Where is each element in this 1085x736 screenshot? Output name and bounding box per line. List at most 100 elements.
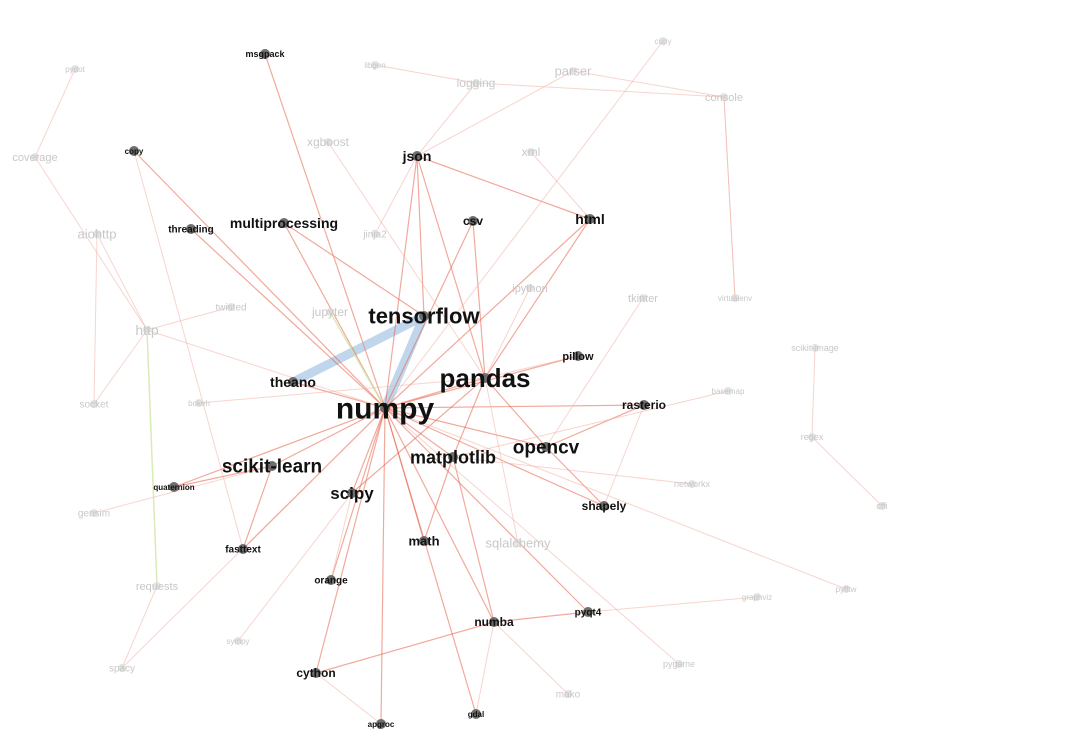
- node-label-copy: copy: [125, 147, 144, 156]
- node-gensim[interactable]: [90, 509, 98, 517]
- node-apgroc[interactable]: [376, 719, 386, 729]
- node-basemap[interactable]: [724, 387, 732, 395]
- node-scikit-image[interactable]: [811, 344, 819, 352]
- node-label-scikit-image: scikit-image: [791, 343, 839, 353]
- node-msgpack[interactable]: [260, 49, 270, 59]
- node-csv[interactable]: [468, 216, 478, 226]
- edge-numpy-apgroc: [380, 407, 386, 725]
- node-libgen[interactable]: [371, 61, 379, 69]
- node-requests[interactable]: [153, 582, 161, 590]
- node-opencv[interactable]: [541, 442, 551, 452]
- edge-xgboost-pandas: [327, 141, 486, 379]
- edge-http-requests: [146, 329, 158, 587]
- node-pyqt4[interactable]: [583, 607, 593, 617]
- node-networkx[interactable]: [688, 480, 696, 488]
- edge-numpy-numba: [384, 407, 495, 623]
- node-shapely[interactable]: [599, 501, 609, 511]
- node-label-opencv: opencv: [513, 438, 580, 459]
- edge-matplotlib-numba: [452, 456, 495, 623]
- edge-pygame-numpy: [384, 407, 680, 665]
- node-matplotlib[interactable]: [448, 452, 458, 462]
- edge-apgroc-cython: [315, 672, 382, 725]
- node-regex[interactable]: [808, 433, 816, 441]
- node-parser[interactable]: [569, 67, 577, 75]
- edge-html-json: [416, 155, 591, 220]
- node-virtualenv[interactable]: [731, 294, 739, 302]
- edge-gdal-numba: [475, 621, 495, 715]
- node-console[interactable]: [720, 93, 728, 101]
- node-jupyter[interactable]: [326, 308, 334, 316]
- node-label-threading: threading: [168, 225, 214, 236]
- graph-edges: [34, 40, 883, 725]
- node-label-math: math: [408, 534, 439, 549]
- node-fasttext[interactable]: [238, 544, 248, 554]
- node-math[interactable]: [419, 536, 429, 546]
- node-tkinter[interactable]: [639, 294, 647, 302]
- node-multiprocessing[interactable]: [279, 218, 289, 228]
- node-label-twisted: twisted: [215, 303, 246, 314]
- node-scipy[interactable]: [347, 488, 357, 498]
- node-pandas[interactable]: [480, 373, 490, 383]
- edge-pydot-coverage: [34, 68, 76, 158]
- edge-mako-numba: [493, 621, 569, 695]
- node-orange[interactable]: [326, 575, 336, 585]
- node-pydot[interactable]: [71, 65, 79, 73]
- edge-tensorflow-json: [416, 155, 425, 317]
- node-rasterio[interactable]: [639, 400, 649, 410]
- node-tensorflow[interactable]: [419, 311, 429, 321]
- node-coverage[interactable]: [31, 153, 39, 161]
- edge-rasterio-shapely: [603, 404, 645, 507]
- node-pygame[interactable]: [675, 660, 683, 668]
- node-twisted[interactable]: [227, 303, 235, 311]
- node-cython[interactable]: [311, 668, 321, 678]
- node-socket[interactable]: [90, 400, 98, 408]
- edge-pandas-matplotlib: [452, 377, 486, 458]
- node-quaternion[interactable]: [169, 482, 179, 492]
- edge-tensorflow-multiprocessing: [283, 222, 425, 317]
- node-scikit-learn[interactable]: [267, 461, 277, 471]
- edge-numpy-threading: [190, 228, 386, 409]
- node-label-fasttext: fasttext: [225, 545, 261, 556]
- edge-gensim-scikit-learn: [93, 465, 273, 514]
- edge-parser-console: [572, 70, 725, 98]
- node-threading[interactable]: [186, 224, 196, 234]
- node-bokeh[interactable]: [195, 399, 203, 407]
- node-jinja2[interactable]: [371, 230, 379, 238]
- edge-bokeh-pandas: [198, 377, 486, 404]
- node-gdal[interactable]: [471, 709, 481, 719]
- node-label-pyqt4: pyqt4: [575, 608, 602, 619]
- node-xml[interactable]: [527, 148, 535, 156]
- edge-pillow-pandas: [484, 355, 579, 379]
- node-ipython[interactable]: [526, 284, 534, 292]
- node-sqlalchemy[interactable]: [514, 539, 522, 547]
- edge-numpy-theano: [292, 381, 386, 409]
- node-label-rasterio: rasterio: [622, 398, 666, 412]
- node-spacy[interactable]: [118, 664, 126, 672]
- node-pillow[interactable]: [573, 351, 583, 361]
- node-label-http: http: [135, 322, 159, 338]
- node-copy[interactable]: [129, 146, 139, 156]
- edge-http-socket: [93, 329, 148, 405]
- node-label-cython: cython: [296, 666, 335, 680]
- node-json[interactable]: [412, 151, 422, 161]
- node-logging[interactable]: [472, 79, 480, 87]
- node-numpy[interactable]: [380, 403, 390, 413]
- node-theano[interactable]: [288, 377, 298, 387]
- node-sympy[interactable]: [234, 637, 242, 645]
- node-aiohttp[interactable]: [93, 230, 101, 238]
- node-label-jupyter: jupyter: [311, 305, 348, 319]
- node-mako[interactable]: [564, 690, 572, 698]
- node-pyfftw[interactable]: [842, 585, 850, 593]
- node-graphviz[interactable]: [753, 593, 761, 601]
- node-label-cupy: cupy: [655, 37, 672, 46]
- edge-cython-numba: [315, 621, 495, 674]
- node-numba[interactable]: [489, 617, 499, 627]
- node-cupy[interactable]: [659, 37, 667, 45]
- node-html[interactable]: [585, 214, 595, 224]
- node-cffi[interactable]: [878, 502, 886, 510]
- node-xgboost[interactable]: [324, 138, 332, 146]
- node-http[interactable]: [143, 326, 151, 334]
- node-label-html: html: [575, 211, 605, 227]
